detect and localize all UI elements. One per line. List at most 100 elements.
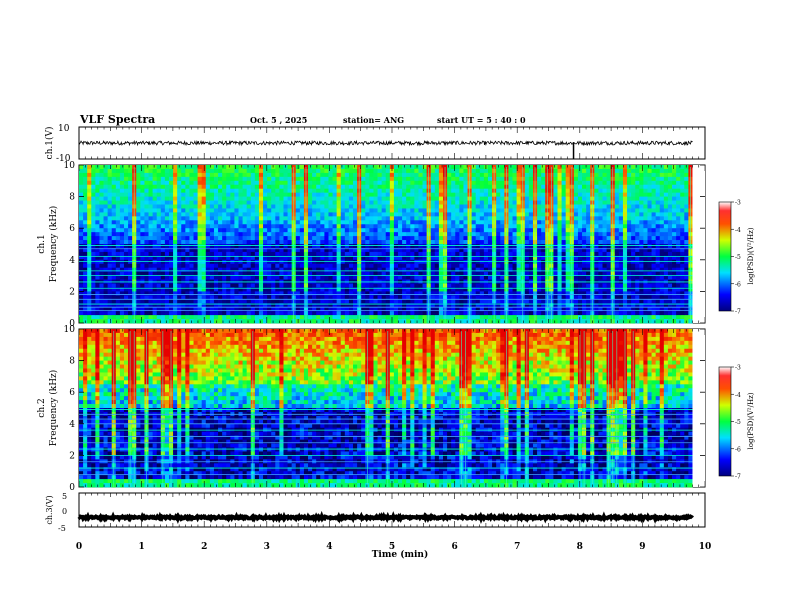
spectrogram-cell xyxy=(140,271,145,276)
spectrogram-cell xyxy=(181,275,186,280)
spectrogram-cell xyxy=(418,283,423,288)
spectrogram-cell xyxy=(340,228,346,233)
spectrogram-cell xyxy=(389,240,395,245)
spectrogram-cell xyxy=(361,259,366,265)
spectrogram-cell xyxy=(475,291,481,296)
spectrogram-cell xyxy=(222,240,227,245)
spectrogram-cell xyxy=(99,299,104,304)
spectrogram-cell xyxy=(177,200,182,205)
spectrogram-cell xyxy=(557,267,562,273)
spectrogram-cell xyxy=(434,251,440,257)
spectrogram-cell xyxy=(263,208,268,213)
spectrogram-cell xyxy=(353,188,358,194)
spectrogram-cell xyxy=(336,204,342,209)
spectrogram-cell xyxy=(152,168,158,174)
spectrogram-cell xyxy=(422,236,428,241)
spectrogram-cell xyxy=(164,319,170,324)
spectrogram-cell xyxy=(95,255,100,261)
spectrogram-cell xyxy=(283,224,288,229)
spectrogram-cell xyxy=(91,236,96,241)
spectrogram-cell xyxy=(99,188,104,194)
spectrogram-cell xyxy=(332,188,338,194)
spectrogram-cell xyxy=(271,319,276,324)
spectrogram-cell xyxy=(500,259,505,265)
spectrogram-cell xyxy=(455,172,460,178)
spectrogram-cell xyxy=(279,251,284,257)
spectrogram-cell xyxy=(336,255,342,261)
spectrogram-cell xyxy=(152,240,158,245)
spectrogram-cell xyxy=(561,259,567,265)
spectrogram-cell xyxy=(500,319,505,324)
spectrogram-cell xyxy=(586,165,591,170)
spectrogram-cell xyxy=(258,176,264,182)
spectrogram-cell xyxy=(234,204,239,209)
spectrogram-cell xyxy=(524,200,530,205)
spectrogram-cell xyxy=(422,232,428,237)
spectrogram-cell xyxy=(123,188,129,194)
spectrogram-cell xyxy=(459,244,464,249)
spectrogram-cell xyxy=(160,255,166,261)
spectrogram-cell xyxy=(377,267,383,273)
spectrogram-cell xyxy=(95,303,100,308)
spectrogram-cell xyxy=(123,208,129,213)
spectrogram-cell xyxy=(389,295,395,300)
spectrogram-cell xyxy=(512,200,518,205)
spectrogram-cell xyxy=(340,220,346,225)
spectrogram-cell xyxy=(487,168,493,174)
spectrogram-cell xyxy=(258,240,264,245)
spectrogram-cell xyxy=(557,165,562,170)
spectrogram-cell xyxy=(99,240,104,245)
spectrogram-cell xyxy=(230,244,235,249)
spectrogram-cell xyxy=(173,303,178,308)
spectrogram-cell xyxy=(201,192,207,197)
spectrogram-cell xyxy=(144,251,149,257)
spectrogram-cell xyxy=(234,212,239,217)
spectrogram-cell xyxy=(365,267,370,273)
spectrogram-cell xyxy=(128,236,133,241)
spectrogram-cell xyxy=(164,263,170,269)
spectrogram-cell xyxy=(487,259,493,265)
spectrogram-cell xyxy=(340,224,346,229)
spectrogram-cell xyxy=(586,204,591,209)
spectrogram-cell xyxy=(553,263,558,269)
spectrogram-cell xyxy=(410,204,415,209)
spectrogram-cell xyxy=(275,216,280,221)
spectrogram-cell xyxy=(373,263,378,269)
spectrogram-cell xyxy=(582,244,587,249)
spectrogram-cell xyxy=(119,176,125,182)
spectrogram-cell xyxy=(500,200,505,205)
spectrogram-cell xyxy=(160,259,166,265)
spectrogram-cell xyxy=(475,271,481,276)
spectrogram-cell xyxy=(308,168,313,174)
spectrogram-cell xyxy=(230,287,235,292)
spectrogram-cell xyxy=(242,307,248,312)
spectrogram-cell xyxy=(111,200,117,205)
spectrogram-cell xyxy=(99,236,104,241)
spectrogram-cell xyxy=(234,307,239,312)
spectrogram-cell xyxy=(500,180,505,186)
spectrogram-cell xyxy=(340,275,346,280)
spectrogram-cell xyxy=(377,232,383,237)
spectrogram-cell xyxy=(353,228,358,233)
spectrogram-cell xyxy=(103,311,109,316)
spectrogram-cell xyxy=(393,232,399,237)
spectrogram-cell xyxy=(148,216,154,221)
spectrogram-cell xyxy=(393,244,399,249)
spectrogram-cell xyxy=(128,228,133,233)
spectrogram-cell xyxy=(209,232,215,237)
spectrogram-cell xyxy=(189,291,194,296)
spectrogram-cell xyxy=(152,259,158,265)
spectrogram-cell xyxy=(414,196,419,201)
spectrogram-cell xyxy=(152,295,158,300)
spectrogram-cell xyxy=(103,299,109,304)
spectrogram-cell xyxy=(447,200,452,205)
spectrogram-cell xyxy=(512,172,518,178)
spectrogram-cell xyxy=(189,216,194,221)
spectrogram-cell xyxy=(328,259,333,265)
spectrogram-cell xyxy=(189,188,194,194)
spectrogram-cell xyxy=(430,251,436,257)
spectrogram-cell xyxy=(577,232,583,237)
spectrogram-cell xyxy=(577,224,583,229)
spectrogram-cell xyxy=(348,192,354,197)
spectrogram-cell xyxy=(115,255,121,261)
